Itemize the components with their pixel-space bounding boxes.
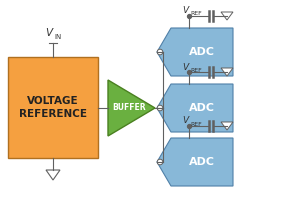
Text: IN: IN (54, 34, 61, 40)
Polygon shape (157, 138, 233, 186)
Polygon shape (157, 28, 233, 76)
Text: ADC: ADC (189, 47, 215, 57)
Polygon shape (157, 84, 233, 132)
Text: ADC: ADC (189, 157, 215, 167)
Text: BUFFER: BUFFER (113, 104, 146, 112)
Text: REF: REF (190, 121, 202, 126)
Text: VOLTAGE
REFERENCE: VOLTAGE REFERENCE (19, 96, 87, 119)
Text: V: V (182, 63, 188, 72)
Circle shape (157, 105, 163, 111)
Polygon shape (221, 68, 233, 76)
Polygon shape (221, 12, 233, 20)
Text: ADC: ADC (189, 103, 215, 113)
Text: V: V (45, 28, 52, 38)
Bar (8, 57, 98, 158)
Text: REF: REF (190, 68, 202, 73)
Text: REF: REF (190, 12, 202, 17)
Text: V: V (182, 116, 188, 126)
Text: V: V (182, 7, 188, 15)
Circle shape (157, 159, 163, 165)
Polygon shape (221, 122, 233, 130)
Polygon shape (46, 170, 60, 180)
Circle shape (157, 49, 163, 55)
Polygon shape (108, 80, 155, 136)
